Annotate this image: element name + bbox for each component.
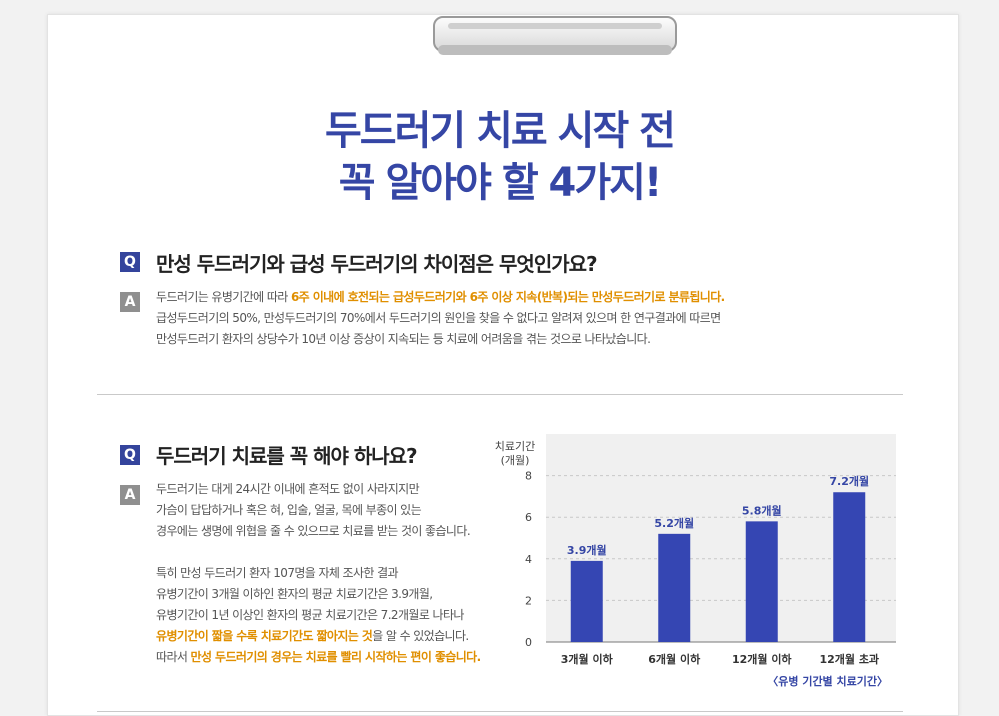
bar (745, 521, 778, 642)
page-title-line1: 두드러기 치료 시작 전 (325, 108, 676, 154)
x-tick-label: 6개월 이하 (648, 652, 701, 666)
answer-2-line: 경우에는 생명에 위협을 줄 수 있으므로 치료를 받는 것이 좋습니다. (156, 524, 471, 538)
bar-value-label: 7.2개월 (829, 474, 869, 488)
x-tick-label: 12개월 이하 (732, 652, 792, 666)
y-tick-label: 2 (525, 594, 532, 607)
y-tick-label: 4 (525, 553, 532, 566)
y-tick-label: 0 (525, 636, 532, 649)
question-badge-icon: Q (120, 252, 140, 272)
treatment-period-bar-chart: 0 2 4 6 8 치료기간(개월) 3.9개월 3개월 이하 5.2개월 6개월 이하 5.8개월… (495, 434, 896, 688)
bar-value-label: 5.2개월 (654, 516, 694, 530)
answer-2-line: 유병기간이 짧을 수록 치료기간도 짧아지는 것을 알 수 있었습니다. (156, 626, 506, 647)
answer-2-line: 유병기간이 3개월 이하인 환자의 평균 치료기간은 3.9개월, (156, 587, 433, 601)
bar (833, 492, 866, 642)
answer-2-highlight: 유병기간이 짧을 수록 치료기간도 짧아지는 것 (156, 629, 373, 643)
bar-value-label: 5.8개월 (742, 503, 782, 517)
answer-2-text: 을 알 수 있었습니다. (372, 629, 469, 643)
answer-1-line1: 두드러기는 유병기간에 따라 6주 이내에 호전되는 급성두드러기와 6주 이상… (156, 287, 876, 308)
y-axis-title: 치료기간 (495, 440, 535, 453)
y-axis-title: (개월) (501, 454, 530, 467)
answer-2-text: 따라서 (156, 650, 191, 664)
question-1: 만성 두드러기와 급성 두드러기의 차이점은 무엇인가요? (156, 252, 598, 276)
paragraph-gap (156, 542, 506, 563)
answer-badge-icon: A (120, 292, 140, 312)
bar-value-label: 3.9개월 (567, 543, 607, 557)
answer-1-text: 두드러기는 유병기간에 따라 (156, 290, 291, 304)
answer-2-line: 특히 만성 두드러기 환자 107명을 자체 조사한 결과 (156, 566, 399, 580)
section-divider (97, 394, 903, 395)
y-tick-label: 8 (525, 470, 532, 483)
answer-2-line: 유병기간이 1년 이상인 환자의 평균 치료기간은 7.2개월로 나타나 (156, 608, 464, 622)
content-card (47, 14, 959, 716)
answer-2: 두드러기는 대게 24시간 이내에 흔적도 없이 사라지지만 가슴이 답답하거나… (156, 479, 506, 668)
bar (570, 560, 603, 642)
answer-1: 두드러기는 유병기간에 따라 6주 이내에 호전되는 급성두드러기와 6주 이상… (156, 287, 876, 350)
answer-2-line: 두드러기는 대게 24시간 이내에 흔적도 없이 사라지지만 (156, 482, 420, 496)
answer-2-line: 따라서 만성 두드러기의 경우는 치료를 빨리 시작하는 편이 좋습니다. (156, 647, 506, 668)
y-tick-label: 6 (525, 511, 532, 524)
question-2: 두드러기 치료를 꼭 해야 하나요? (156, 444, 418, 468)
question-badge-icon: Q (120, 445, 140, 465)
answer-2-highlight: 만성 두드러기의 경우는 치료를 빨리 시작하는 편이 좋습니다. (190, 650, 482, 664)
answer-badge-icon: A (120, 485, 140, 505)
bar (658, 533, 691, 642)
answer-1-line3: 만성두드러기 환자의 상당수가 10년 이상 증상이 지속되는 등 치료에 어려… (156, 332, 651, 346)
section-divider (97, 711, 903, 712)
clipboard-clip-icon (433, 16, 677, 55)
answer-1-highlight: 6주 이내에 호전되는 급성두드러기와 6주 이상 지속(반복)되는 만성두드러… (290, 290, 725, 304)
answer-2-line: 가슴이 답답하거나 혹은 혀, 입술, 얼굴, 목에 부종이 있는 (156, 503, 422, 517)
x-tick-label: 3개월 이하 (561, 652, 614, 666)
chart-caption: 〈유병 기간별 치료기간〉 (767, 674, 888, 688)
x-tick-label: 12개월 초과 (819, 652, 879, 666)
page-title-line2: 꼭 알아야 할 4가지! (338, 160, 662, 206)
answer-1-line2: 급성두드러기의 50%, 만성두드러기의 70%에서 두드러기의 원인을 찾을 … (156, 311, 721, 325)
